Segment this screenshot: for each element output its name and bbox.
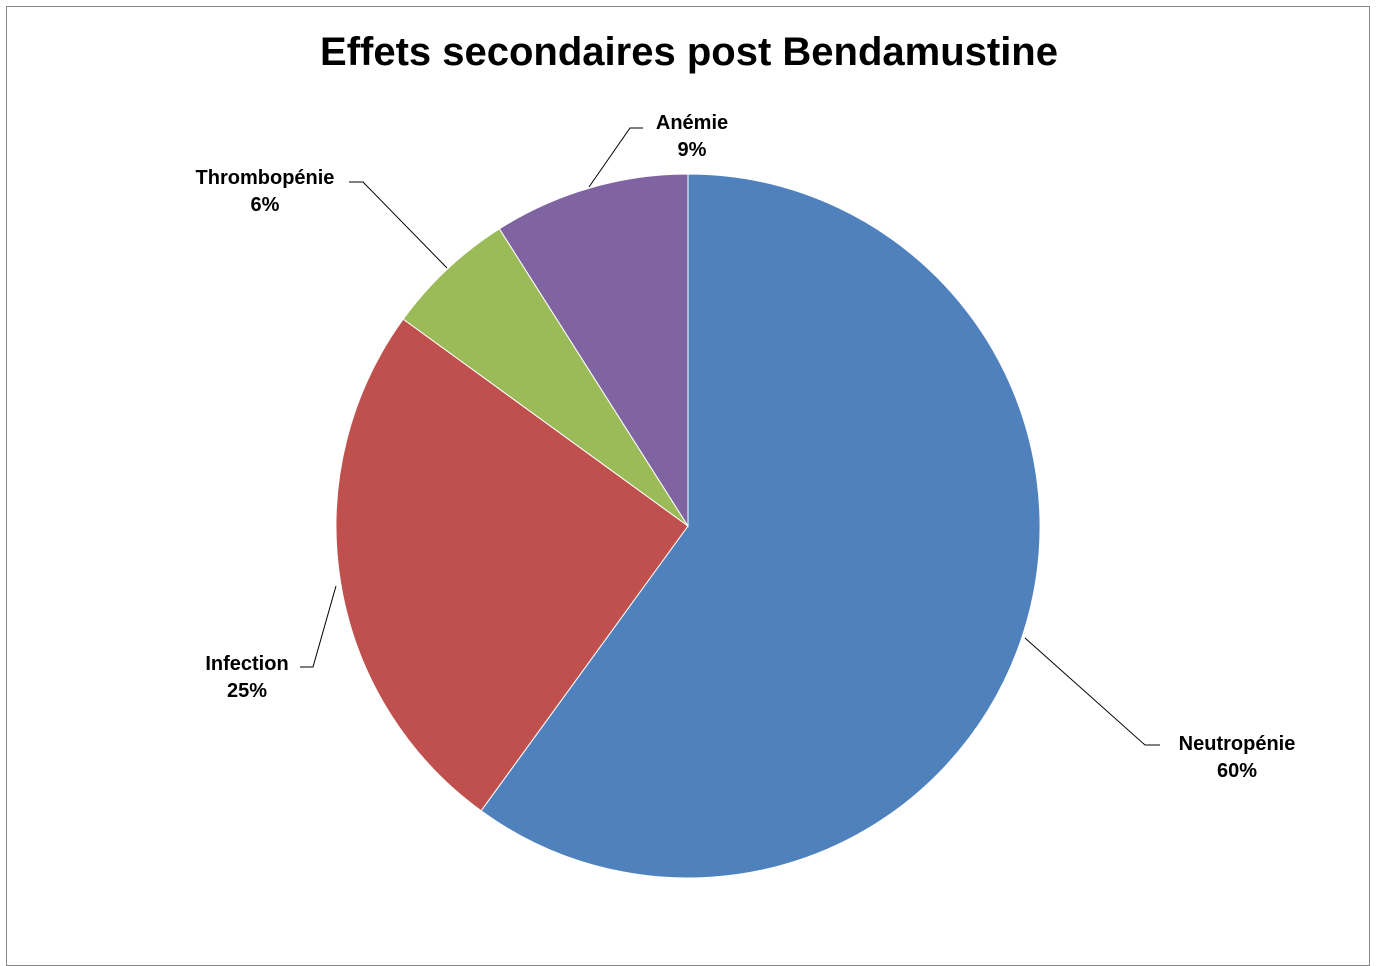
chart-title: Effets secondaires post Bendamustine (320, 30, 1058, 74)
leader-lines (300, 127, 1160, 746)
pie-slice-neutropenie (480, 173, 1041, 879)
data-label-percent: 6% (251, 194, 280, 216)
leader-line (588, 127, 643, 188)
data-label-category: Neutropénie (1179, 733, 1296, 755)
pie-slices (335, 173, 1041, 879)
leader-line (349, 181, 448, 269)
data-label-category: Infection (205, 653, 288, 675)
data-label-category: Thrombopénie (196, 167, 335, 189)
pie-slice-thrombopenie (402, 228, 689, 527)
pie-slice-infection (335, 318, 689, 812)
data-labels: Neutropénie 60% Infection 25% Thrombopénie 6%… (196, 112, 1296, 782)
data-label-percent: 9% (678, 139, 707, 161)
data-label-percent: 25% (227, 680, 267, 702)
data-label-percent: 60% (1217, 760, 1257, 782)
pie-slice-anemie (498, 173, 689, 528)
leader-line (300, 585, 337, 668)
data-label-category: Anémie (656, 112, 728, 134)
leader-line (1024, 637, 1160, 746)
